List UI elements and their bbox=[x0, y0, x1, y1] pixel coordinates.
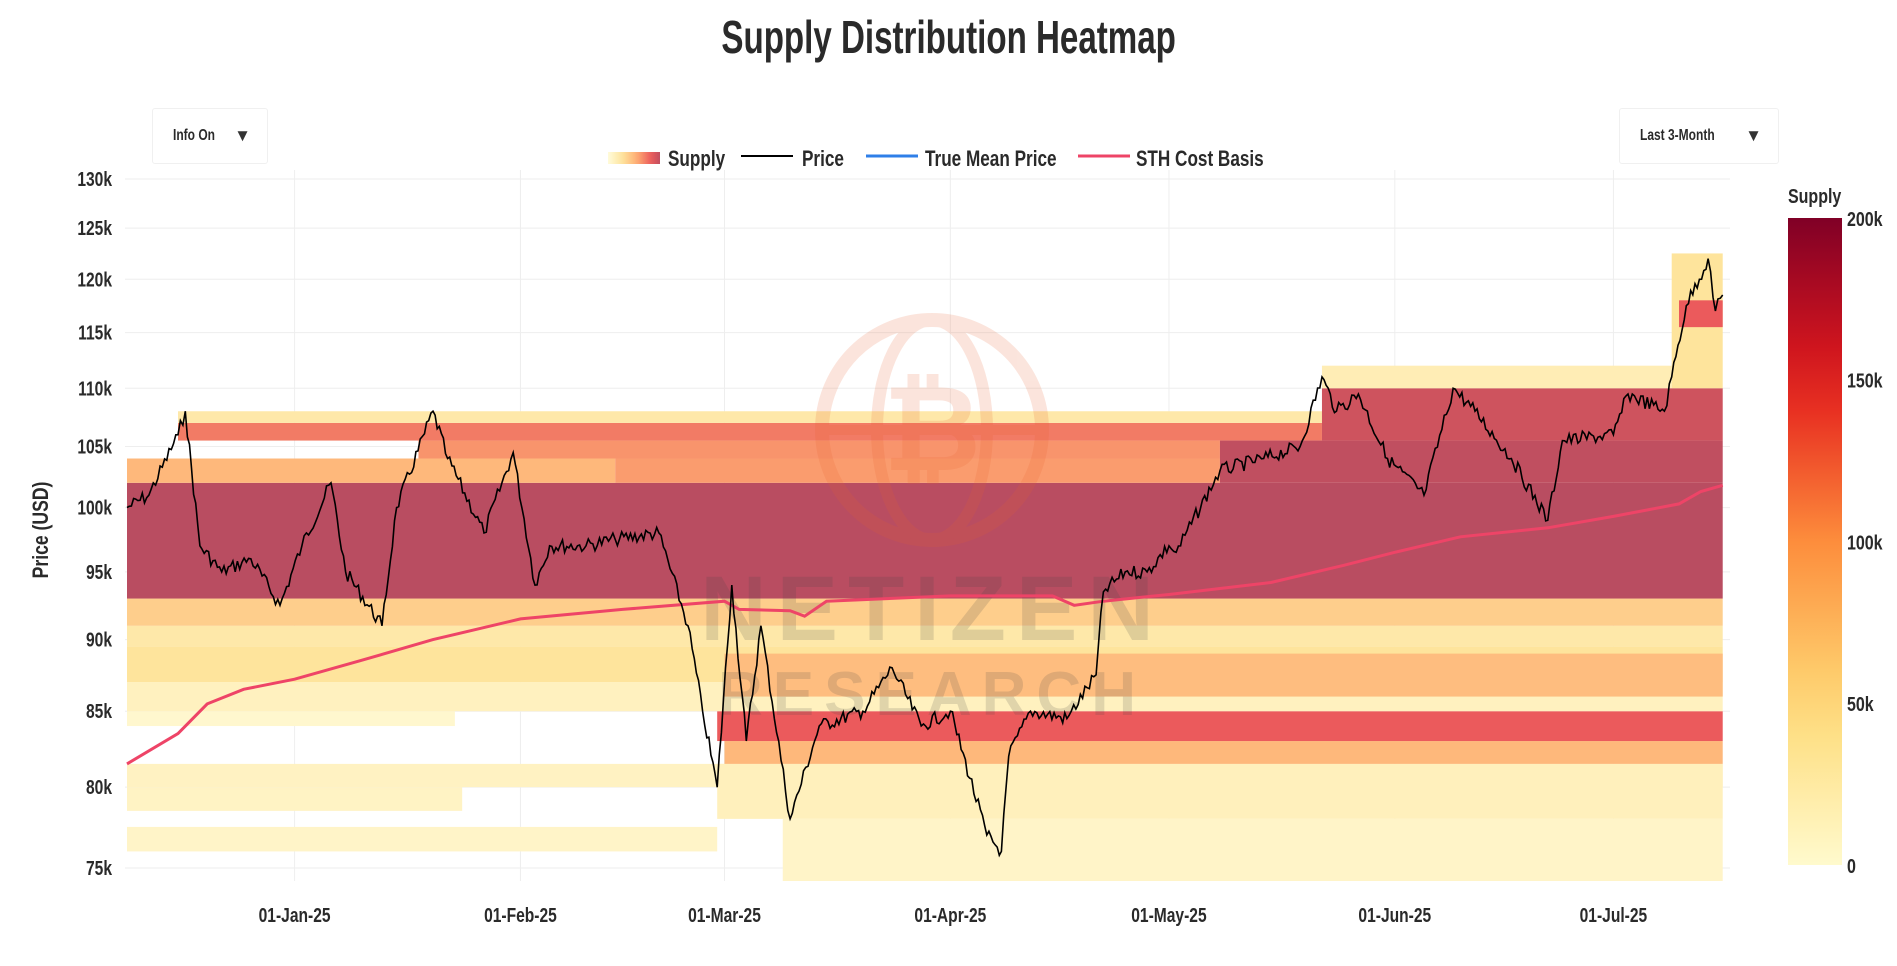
supply-cell bbox=[717, 763, 1723, 819]
supply-cell bbox=[127, 482, 1723, 599]
info-dropdown-label: Info On bbox=[173, 127, 215, 144]
supply-cell bbox=[418, 440, 1220, 459]
sth-cost-basis-line bbox=[126, 483, 1724, 766]
supply-cell bbox=[127, 682, 1723, 712]
y-tick-label: 130k bbox=[77, 168, 112, 190]
supply-cell bbox=[1671, 253, 1723, 389]
colorbar-tick-label: 150k bbox=[1847, 370, 1883, 392]
colorbar: Supply 0 50k 100k 150k 200k bbox=[1788, 185, 1883, 877]
y-tick-label: 110k bbox=[78, 377, 112, 399]
chart-title: Supply Distribution Heatmap bbox=[0, 10, 1897, 64]
supply-cell bbox=[127, 787, 463, 811]
colorbar-tick-label: 100k bbox=[1847, 532, 1883, 554]
y-axis-label: Price (USD) bbox=[29, 482, 53, 579]
y-tick-label: 85k bbox=[86, 700, 112, 722]
triangle-down-icon: ▼ bbox=[234, 126, 251, 145]
y-tick-label: 115k bbox=[78, 322, 112, 344]
legend-price[interactable]: Price bbox=[802, 147, 844, 172]
supply-cell bbox=[178, 422, 1322, 441]
svg-text:₿: ₿ bbox=[883, 362, 981, 496]
bitcoin-globe-logo: ₿ bbox=[815, 313, 1049, 547]
colorbar-title: Supply bbox=[1788, 185, 1841, 207]
supply-cell bbox=[1678, 300, 1723, 328]
colorbar-tick-label: 50k bbox=[1847, 694, 1875, 716]
chart-title-text: Supply Distribution Heatmap bbox=[721, 11, 1176, 63]
price-line bbox=[126, 258, 1724, 858]
supply-cell bbox=[782, 818, 1723, 881]
supply-cell bbox=[1321, 365, 1672, 389]
y-tick-label: 75k bbox=[86, 857, 112, 879]
supply-cell bbox=[127, 711, 455, 727]
watermark-line2: RESEARCH bbox=[718, 660, 1146, 729]
supply-cell bbox=[724, 741, 1723, 764]
x-tick-label: 01-Jan-25 bbox=[259, 904, 331, 926]
y-tick-label: 105k bbox=[77, 436, 112, 458]
watermark-line1: NETIZEN bbox=[700, 558, 1164, 660]
colorbar-tick-label: 200k bbox=[1847, 208, 1883, 230]
legend-sth[interactable]: STH Cost Basis bbox=[1136, 147, 1264, 172]
supply-cell bbox=[127, 763, 1723, 788]
y-tick-label: 90k bbox=[86, 629, 112, 651]
x-axis-ticks: 01-Jan-25 01-Feb-25 01-Mar-25 01-Apr-25 01-M… bbox=[259, 904, 1648, 926]
supply-cell bbox=[178, 411, 1322, 423]
supply-cell bbox=[127, 826, 718, 852]
y-tick-label: 100k bbox=[77, 497, 112, 519]
range-dropdown[interactable]: Last 3-Month ▼ bbox=[1619, 108, 1779, 164]
y-tick-label: 95k bbox=[86, 561, 112, 583]
x-tick-label: 01-May-25 bbox=[1131, 904, 1206, 926]
grid-lines bbox=[125, 170, 1730, 881]
y-axis-ticks: 75k 80k 85k 90k 95k 100k 105k 110k 115k 120k 125k 1… bbox=[77, 168, 112, 879]
y-tick-label: 80k bbox=[86, 776, 112, 798]
supply-cell bbox=[724, 653, 1723, 697]
y-tick-label: 125k bbox=[77, 217, 112, 239]
supply-cell bbox=[127, 458, 616, 483]
legend: Supply Price True Mean Price STH Cost Ba… bbox=[608, 147, 1264, 172]
x-tick-label: 01-Feb-25 bbox=[484, 904, 557, 926]
supply-cell bbox=[615, 458, 1220, 483]
y-tick-label: 120k bbox=[77, 268, 112, 290]
x-tick-label: 01-Jun-25 bbox=[1358, 904, 1431, 926]
supply-cell bbox=[127, 598, 1723, 626]
colorbar-gradient bbox=[1788, 218, 1842, 865]
legend-true-mean[interactable]: True Mean Price bbox=[925, 147, 1057, 172]
supply-cell bbox=[1321, 388, 1723, 441]
supply-cell bbox=[127, 625, 1723, 647]
supply-cell bbox=[717, 711, 1723, 742]
info-dropdown[interactable]: Info On ▼ bbox=[152, 108, 268, 164]
triangle-down-icon: ▼ bbox=[1745, 126, 1762, 145]
watermark: ₿ NETIZEN RESEARCH bbox=[700, 313, 1164, 729]
supply-cell bbox=[127, 646, 1723, 683]
x-tick-label: 01-Apr-25 bbox=[914, 904, 986, 926]
legend-supply-swatch bbox=[608, 152, 660, 164]
x-tick-label: 01-Jul-25 bbox=[1580, 904, 1648, 926]
supply-cell bbox=[1219, 440, 1723, 483]
x-tick-label: 01-Mar-25 bbox=[688, 904, 761, 926]
range-dropdown-label: Last 3-Month bbox=[1640, 127, 1715, 144]
colorbar-tick-label: 0 bbox=[1847, 855, 1856, 877]
legend-supply[interactable]: Supply bbox=[668, 147, 725, 172]
supply-heatmap bbox=[127, 253, 1723, 881]
